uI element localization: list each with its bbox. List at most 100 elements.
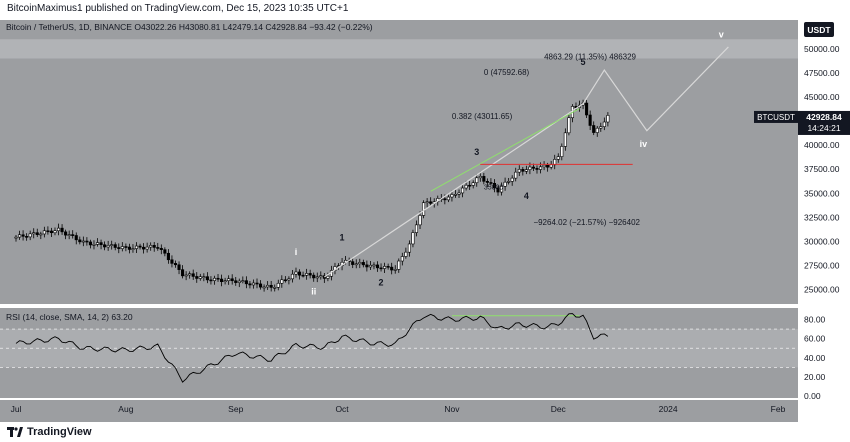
candle-body <box>475 177 479 184</box>
candle-body <box>120 246 124 249</box>
candle-body <box>446 196 450 201</box>
wave-label: 1 <box>340 232 345 242</box>
candle-body <box>379 267 383 270</box>
candle-body <box>166 252 170 261</box>
price-tick-label: 35000.00 <box>804 188 840 198</box>
legend-part: 42928.84 <box>271 22 307 32</box>
candle-body <box>599 126 603 129</box>
rsi-tick-label: 80.00 <box>804 315 826 325</box>
wave-label: 2 <box>379 278 384 288</box>
time-tick-label: Sep <box>228 404 243 414</box>
candle-body <box>375 264 380 269</box>
candle-body <box>390 266 394 271</box>
wave-label: v <box>719 29 724 39</box>
chart-canvas[interactable]: 50000.0047500.0045000.0042500.0040000.00… <box>0 16 850 422</box>
candle-body <box>138 245 142 248</box>
candle-body <box>287 278 291 281</box>
candle-body <box>372 264 376 267</box>
candle-body <box>159 247 163 250</box>
legend-part: O <box>134 22 141 32</box>
time-tick-label: 2024 <box>659 404 678 414</box>
candle-body <box>14 236 18 239</box>
candle-body <box>198 276 202 279</box>
candle-body <box>220 278 224 282</box>
footer: TradingView <box>7 425 92 439</box>
currency-badge <box>804 22 834 37</box>
wave-label: 4 <box>524 191 529 201</box>
candle-body <box>53 230 57 234</box>
candle-body <box>230 278 234 282</box>
candle-body <box>414 224 419 233</box>
candle-body <box>88 241 92 246</box>
price-tag-value: 42928.84 <box>806 112 842 122</box>
measure-down-label: −9264.02 (−21.57%) −926402 <box>533 218 640 227</box>
candle-body <box>56 227 61 232</box>
chart-frame[interactable]: 50000.0047500.0045000.0042500.0040000.00… <box>0 16 850 422</box>
candle-body <box>248 283 252 286</box>
candle-body <box>524 169 528 172</box>
price-tick-label: 25000.00 <box>804 285 840 295</box>
legend-part: L <box>223 22 228 32</box>
candle-body <box>78 239 82 243</box>
candle-body <box>326 275 330 279</box>
price-tick-label: 45000.00 <box>804 92 840 102</box>
candle-body <box>595 127 599 133</box>
candle-body <box>35 232 39 235</box>
candle-body <box>503 181 507 187</box>
candle-body <box>283 279 287 282</box>
green-trend-line <box>430 108 580 192</box>
tradingview-logo-icon <box>7 427 23 437</box>
rsi-tick-label: 60.00 <box>804 334 826 344</box>
candle-body <box>92 244 96 246</box>
wave-label: 3 <box>474 147 479 157</box>
resistance-band <box>0 39 798 59</box>
candle-body <box>46 230 50 233</box>
wave-label: 5 <box>581 57 586 67</box>
candle-body <box>507 181 511 183</box>
legend-part: 43080.81 <box>185 22 221 32</box>
candle-body <box>106 245 110 248</box>
candle-body <box>188 273 192 276</box>
main-legend: Bitcoin / TetherUS, 1D, BINANCE O43022.2… <box>6 22 373 32</box>
rsi-line <box>15 313 609 383</box>
candle-body <box>461 187 465 194</box>
candle-body <box>60 227 64 233</box>
candle-body <box>468 184 472 187</box>
candle-body <box>492 182 497 189</box>
candle-body <box>535 167 539 170</box>
candle-body <box>510 177 514 182</box>
candle-body <box>556 156 560 160</box>
candle-body <box>131 248 135 250</box>
wave-projection-line <box>324 46 729 278</box>
publisher-line: BitcoinMaximus1 published on TradingView… <box>7 3 349 14</box>
time-tick-label: Jul <box>11 404 22 414</box>
candle-body <box>563 132 567 147</box>
candle-body <box>234 280 238 283</box>
rsi-legend: RSI (14, close, SMA, 14, 2) 63.20 <box>6 312 133 322</box>
candle-body <box>290 273 294 280</box>
candle-body <box>297 271 302 276</box>
candle-body <box>42 230 46 235</box>
candle-body <box>602 121 606 127</box>
footer-brand: TradingView <box>27 426 92 438</box>
candle-body <box>173 263 178 266</box>
candle-body <box>99 242 103 246</box>
candle-body <box>354 263 358 266</box>
candle-body <box>560 146 564 157</box>
candle-body <box>606 115 610 123</box>
candle-body <box>266 284 270 288</box>
candle-body <box>127 246 131 250</box>
candle-body <box>32 232 36 235</box>
candle-body <box>546 164 550 168</box>
candle-body <box>28 233 32 238</box>
rsi-tick-label: 40.00 <box>804 353 826 363</box>
candle-body <box>244 280 248 285</box>
candle-body <box>482 176 486 182</box>
candle-body <box>184 274 188 277</box>
candle-body <box>145 246 149 250</box>
candle-body <box>223 280 227 282</box>
candle-body <box>542 164 546 168</box>
candle-body <box>365 264 369 268</box>
candle-body <box>134 245 139 249</box>
candle-body <box>471 182 475 186</box>
